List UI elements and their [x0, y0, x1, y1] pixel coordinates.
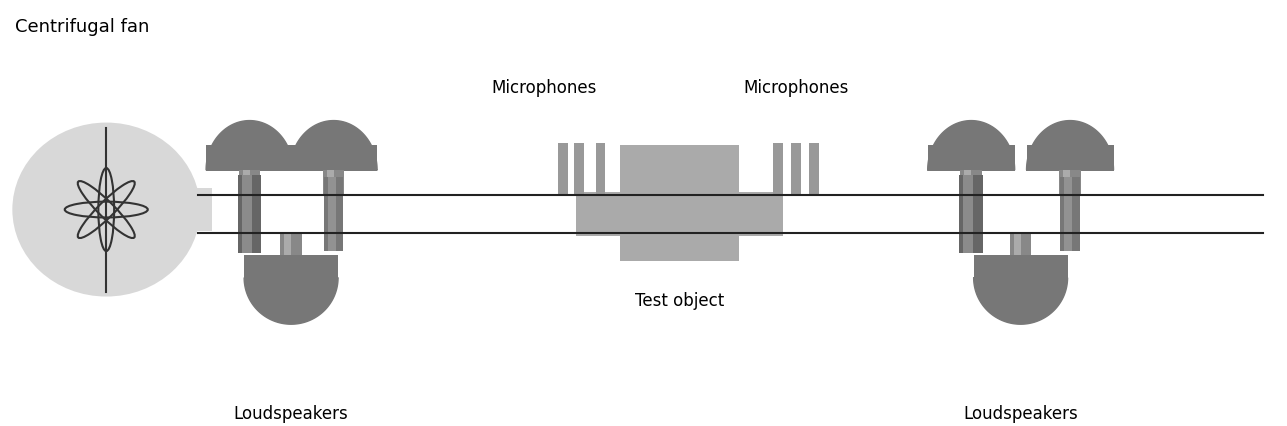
Bar [773, 144, 784, 195]
Polygon shape [1027, 121, 1113, 170]
Bar [242, 176, 251, 253]
Bar [792, 144, 802, 195]
Polygon shape [206, 121, 293, 170]
Bar [810, 144, 819, 195]
Bar [964, 170, 972, 195]
Bar [243, 170, 250, 195]
Bar [963, 176, 973, 253]
Text: Centrifugal fan: Centrifugal fan [15, 18, 149, 36]
Bar [928, 146, 1014, 170]
Polygon shape [290, 121, 377, 170]
Bar [1060, 178, 1080, 251]
Bar [238, 176, 261, 253]
Text: Loudspeakers: Loudspeakers [234, 404, 349, 422]
Bar [1010, 234, 1031, 256]
Ellipse shape [13, 123, 201, 297]
Bar [238, 170, 260, 195]
Text: Test object: Test object [634, 291, 725, 309]
Bar [596, 144, 605, 195]
Bar [575, 192, 784, 237]
Bar [192, 188, 212, 232]
Bar [1063, 170, 1069, 195]
Bar [284, 234, 291, 256]
Bar [206, 146, 293, 170]
Bar [1064, 178, 1072, 251]
Bar [323, 170, 345, 195]
Polygon shape [245, 278, 338, 325]
Text: Loudspeakers: Loudspeakers [963, 404, 1079, 422]
Bar [574, 144, 584, 195]
Bar [974, 256, 1068, 278]
Bar [559, 144, 568, 195]
Bar [245, 256, 338, 278]
Bar [281, 234, 302, 256]
Bar [328, 178, 336, 251]
Bar [620, 146, 739, 261]
Polygon shape [928, 121, 1014, 170]
Bar [290, 146, 377, 170]
Bar [327, 170, 333, 195]
Bar [1014, 234, 1021, 256]
Bar [959, 176, 983, 253]
Bar [1027, 146, 1113, 170]
Bar [960, 170, 982, 195]
Text: Microphones: Microphones [492, 79, 597, 97]
Bar [1059, 170, 1081, 195]
Text: Microphones: Microphones [744, 79, 849, 97]
Bar [324, 178, 344, 251]
Polygon shape [974, 278, 1068, 325]
